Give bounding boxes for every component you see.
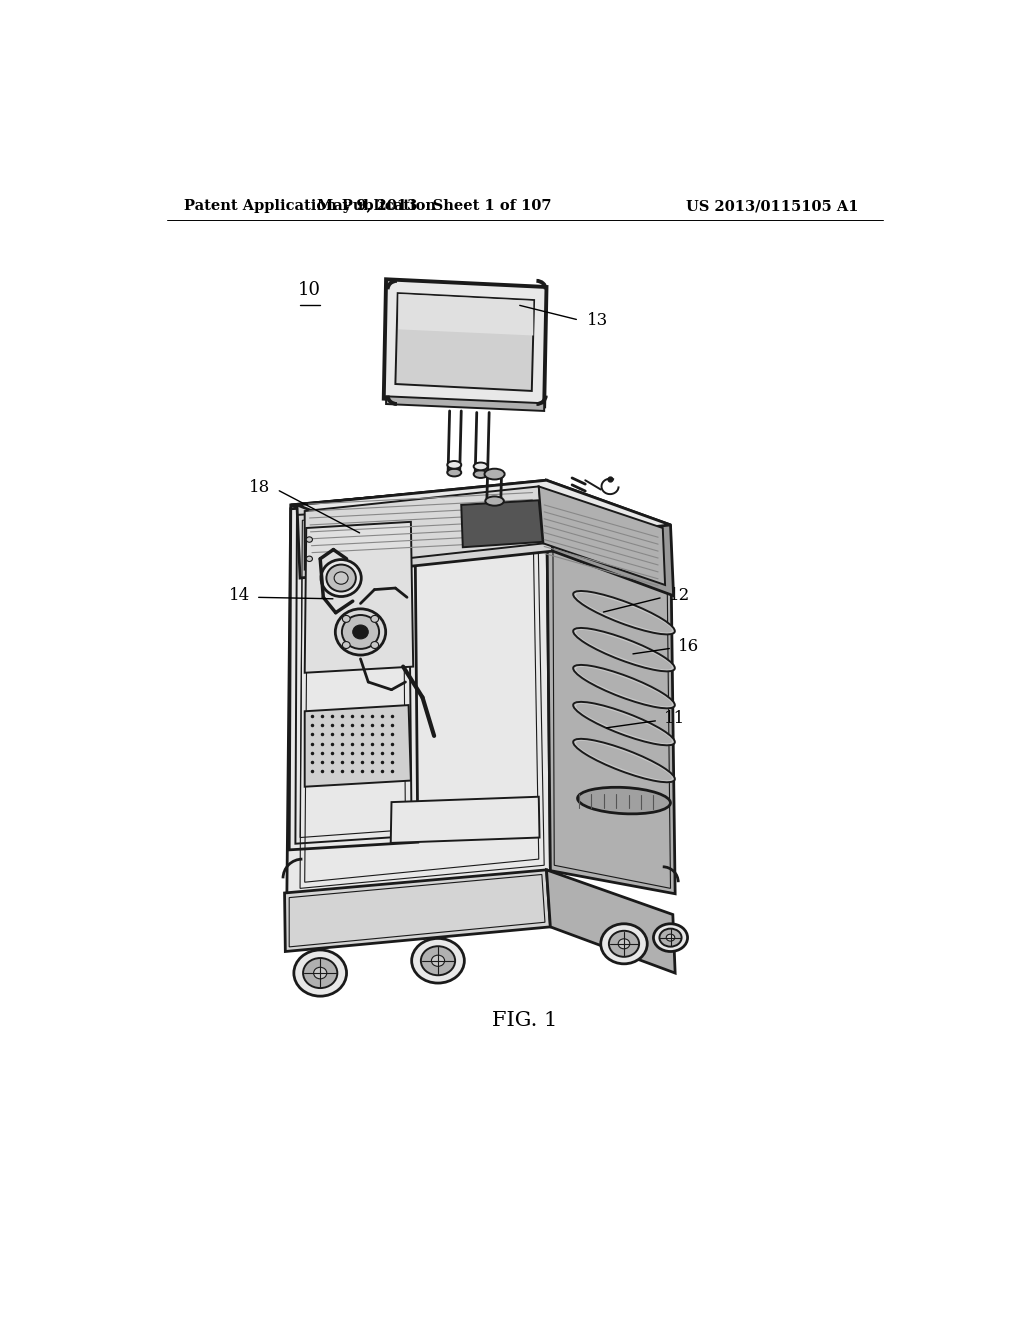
- Ellipse shape: [667, 935, 675, 941]
- Ellipse shape: [573, 591, 675, 635]
- Ellipse shape: [601, 924, 647, 964]
- Text: US 2013/0115105 A1: US 2013/0115105 A1: [686, 199, 858, 213]
- Ellipse shape: [659, 929, 682, 946]
- Ellipse shape: [335, 609, 386, 655]
- Ellipse shape: [447, 469, 461, 477]
- Ellipse shape: [371, 642, 379, 648]
- Ellipse shape: [474, 470, 487, 478]
- Ellipse shape: [352, 626, 369, 639]
- Text: 10: 10: [298, 281, 321, 298]
- Text: 12: 12: [669, 587, 690, 605]
- Text: FIG. 1: FIG. 1: [493, 1011, 557, 1031]
- Ellipse shape: [327, 565, 356, 591]
- Ellipse shape: [421, 946, 455, 975]
- Ellipse shape: [334, 572, 348, 585]
- Ellipse shape: [573, 702, 675, 746]
- Polygon shape: [305, 487, 544, 570]
- Polygon shape: [287, 482, 550, 894]
- Ellipse shape: [609, 931, 639, 957]
- Ellipse shape: [412, 939, 464, 983]
- Ellipse shape: [485, 496, 504, 506]
- Ellipse shape: [474, 462, 487, 470]
- Ellipse shape: [306, 537, 312, 543]
- Ellipse shape: [653, 924, 687, 952]
- Ellipse shape: [447, 461, 461, 469]
- Polygon shape: [395, 293, 535, 391]
- Ellipse shape: [573, 739, 675, 783]
- Ellipse shape: [577, 741, 672, 780]
- Polygon shape: [285, 870, 550, 952]
- Polygon shape: [398, 294, 534, 335]
- Polygon shape: [289, 503, 418, 850]
- Ellipse shape: [573, 628, 675, 672]
- Ellipse shape: [303, 958, 337, 989]
- Ellipse shape: [342, 615, 379, 649]
- Text: 11: 11: [665, 710, 685, 727]
- Ellipse shape: [306, 556, 312, 561]
- Polygon shape: [291, 482, 671, 554]
- Ellipse shape: [342, 642, 350, 648]
- Ellipse shape: [294, 950, 346, 997]
- Text: 18: 18: [249, 479, 270, 496]
- Ellipse shape: [618, 939, 630, 949]
- Text: 16: 16: [678, 638, 699, 655]
- Ellipse shape: [578, 787, 671, 814]
- Ellipse shape: [577, 630, 672, 669]
- Polygon shape: [297, 480, 671, 553]
- Ellipse shape: [573, 665, 675, 709]
- Ellipse shape: [342, 615, 350, 622]
- Polygon shape: [547, 480, 674, 595]
- Ellipse shape: [577, 704, 672, 743]
- Ellipse shape: [577, 667, 672, 706]
- Ellipse shape: [313, 968, 327, 979]
- Polygon shape: [297, 480, 553, 578]
- Ellipse shape: [431, 956, 444, 966]
- Text: Patent Application Publication: Patent Application Publication: [183, 199, 436, 213]
- Polygon shape: [391, 797, 540, 843]
- Polygon shape: [384, 280, 547, 407]
- Polygon shape: [305, 521, 414, 673]
- Polygon shape: [461, 500, 543, 548]
- Polygon shape: [547, 482, 675, 894]
- Polygon shape: [386, 396, 544, 411]
- Polygon shape: [547, 870, 675, 973]
- Ellipse shape: [321, 560, 361, 597]
- Ellipse shape: [577, 593, 672, 632]
- Polygon shape: [305, 705, 411, 787]
- Text: 14: 14: [229, 587, 251, 605]
- Text: May 9, 2013   Sheet 1 of 107: May 9, 2013 Sheet 1 of 107: [316, 199, 551, 213]
- Ellipse shape: [484, 469, 505, 479]
- Ellipse shape: [371, 615, 379, 622]
- Text: 13: 13: [587, 312, 608, 329]
- Polygon shape: [539, 487, 665, 585]
